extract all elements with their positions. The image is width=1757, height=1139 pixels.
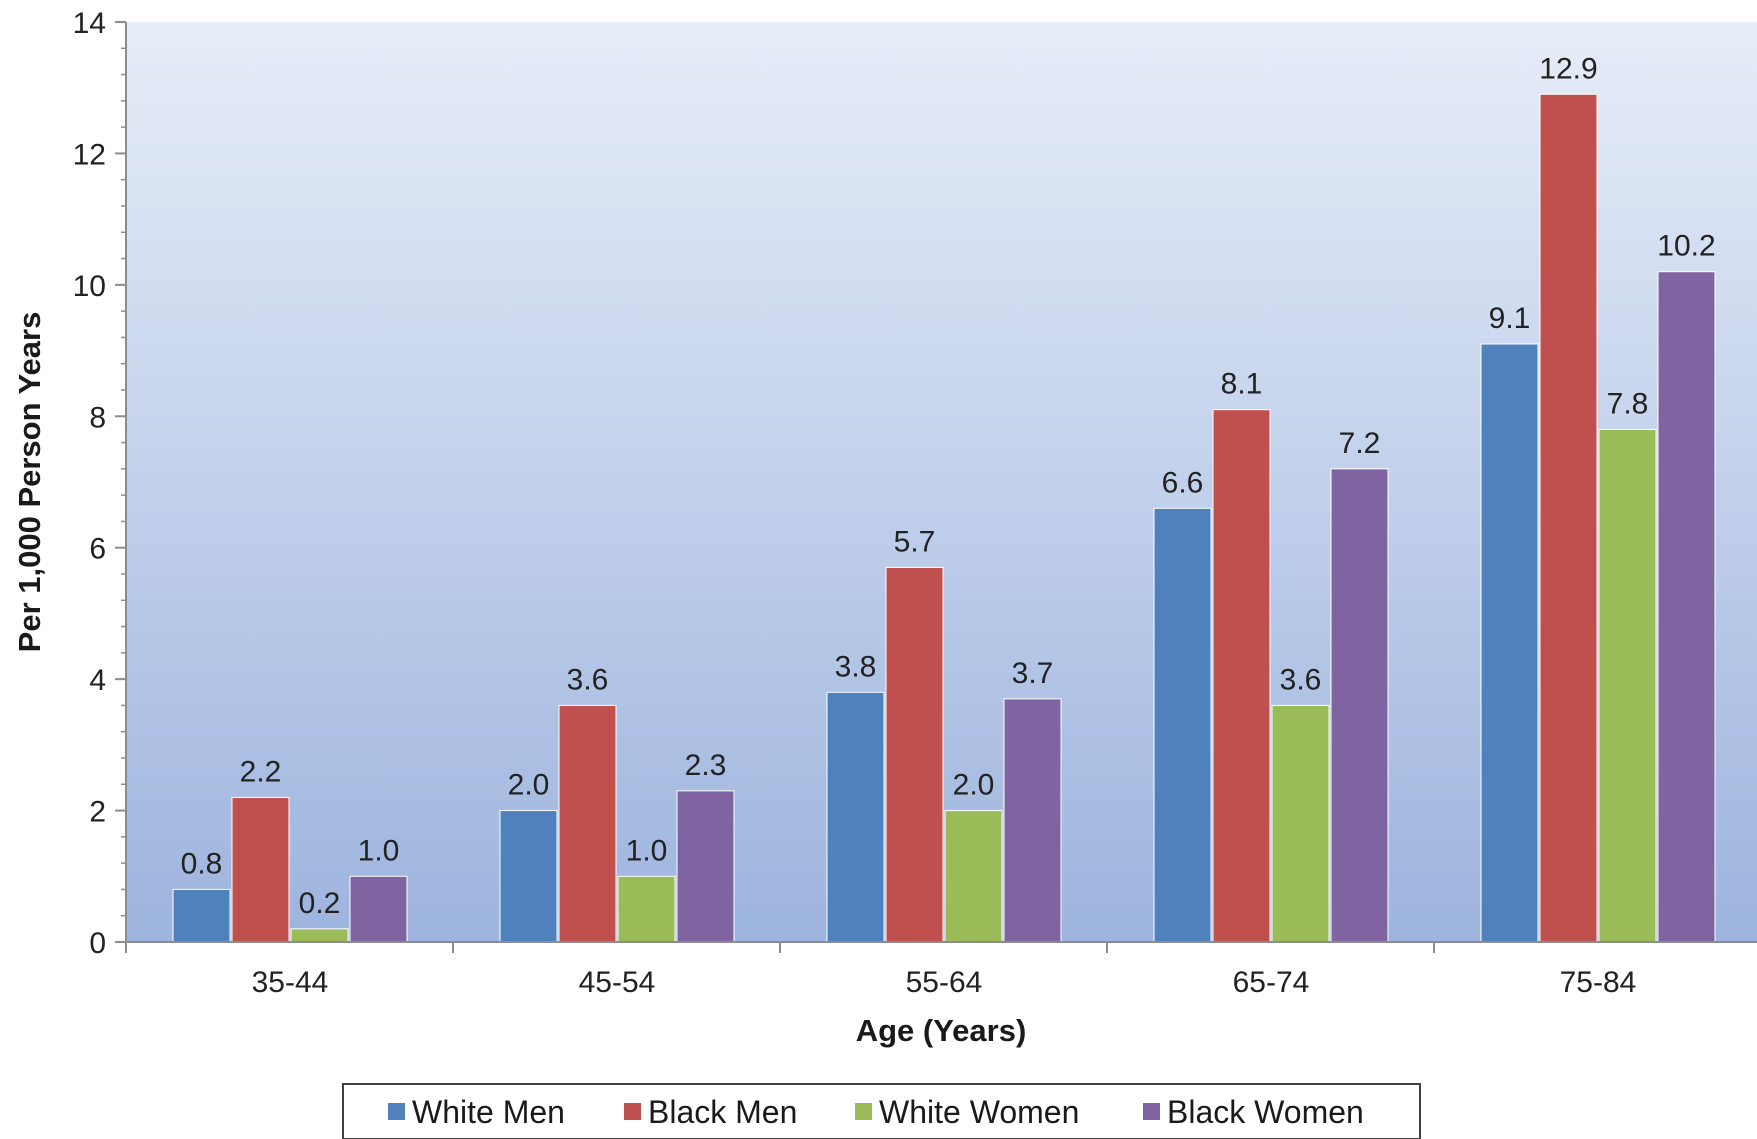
- data-label-white-men: 3.8: [835, 650, 877, 683]
- data-label-black-men: 3.6: [567, 663, 609, 696]
- bar-white-women: [944, 810, 1003, 943]
- data-label-white-men: 6.6: [1162, 466, 1204, 499]
- bar-white-men: [499, 810, 558, 943]
- legend-swatch-white-women: [855, 1103, 872, 1120]
- x-axis-title: Age (Years): [856, 1013, 1027, 1048]
- bar-white-men: [1153, 507, 1212, 943]
- y-tick-label: 0: [89, 927, 106, 960]
- y-tick-label: 2: [89, 796, 106, 829]
- x-tick-label: 55-64: [906, 966, 983, 999]
- data-labels-group: 0.8 2.0 3.8 6.6 9.1 2.2 3.6 5.7 8.1 12.9 0.2 1.0 2.0…: [181, 52, 1716, 920]
- data-label-black-men: 5.7: [894, 525, 936, 558]
- data-label-black-women: 1.0: [358, 834, 400, 867]
- bar-white-men: [172, 888, 231, 943]
- legend-label-white-women: White Women: [879, 1094, 1079, 1130]
- legend-label-black-men: Black Men: [648, 1094, 797, 1130]
- y-axis-title: Per 1,000 Person Years: [12, 312, 47, 653]
- legend-swatch-black-women: [1143, 1103, 1160, 1120]
- x-tick-label: 45-54: [579, 966, 656, 999]
- bar-black-women: [1003, 698, 1062, 943]
- data-label-black-women: 10.2: [1657, 230, 1715, 263]
- y-tick-label: 12: [73, 138, 106, 171]
- y-tick-label: 4: [89, 664, 106, 697]
- bar-black-women: [1330, 468, 1389, 943]
- data-label-black-men: 8.1: [1221, 368, 1263, 401]
- data-label-black-women: 2.3: [685, 749, 727, 782]
- bar-white-women: [1271, 704, 1330, 943]
- bar-white-women: [1598, 428, 1657, 943]
- y-tick-label: 10: [73, 270, 106, 303]
- bar-black-women: [1657, 271, 1716, 943]
- data-label-white-men: 9.1: [1489, 302, 1531, 335]
- data-label-white-women: 3.6: [1280, 663, 1322, 696]
- legend-swatch-white-men: [388, 1103, 405, 1120]
- bar-black-women: [349, 875, 408, 943]
- bars-group: [172, 93, 1716, 943]
- y-tick-label: 14: [73, 7, 106, 40]
- bar-black-women: [676, 790, 735, 943]
- bar-white-women: [617, 875, 676, 943]
- bar-white-men: [1480, 343, 1539, 943]
- data-label-black-men: 12.9: [1539, 52, 1597, 85]
- y-axis: 0 2 4 6 8 10 12 14: [73, 7, 127, 960]
- bar-black-men: [558, 704, 617, 943]
- data-label-white-women: 1.0: [626, 834, 668, 867]
- x-axis: 35-44 45-54 55-64 65-74 75-84: [125, 941, 1757, 999]
- data-label-black-women: 3.7: [1012, 657, 1054, 690]
- legend-label-white-men: White Men: [412, 1094, 565, 1130]
- data-label-black-women: 7.2: [1339, 427, 1381, 460]
- bar-black-men: [231, 796, 290, 943]
- bar-black-men: [1539, 93, 1598, 943]
- data-label-white-women: 0.2: [299, 887, 341, 920]
- x-tick-label: 65-74: [1233, 966, 1310, 999]
- data-label-white-men: 0.8: [181, 847, 223, 880]
- bar-white-men: [826, 691, 885, 943]
- x-tick-label: 35-44: [252, 966, 329, 999]
- x-tick-label: 75-84: [1560, 966, 1637, 999]
- data-label-white-men: 2.0: [508, 769, 550, 802]
- y-tick-label: 6: [89, 533, 106, 566]
- legend-label-black-women: Black Women: [1167, 1094, 1364, 1130]
- bar-black-men: [1212, 409, 1271, 943]
- legend-swatch-black-men: [624, 1103, 641, 1120]
- data-label-white-women: 7.8: [1607, 387, 1649, 420]
- bar-black-men: [885, 566, 944, 943]
- y-tick-label: 8: [89, 401, 106, 434]
- data-label-black-men: 2.2: [240, 755, 282, 788]
- bar-white-women: [290, 928, 349, 943]
- data-label-white-women: 2.0: [953, 769, 995, 802]
- legend: White Men Black Men White Women Black Women: [342, 1083, 1421, 1139]
- legend-box: [342, 1083, 1421, 1139]
